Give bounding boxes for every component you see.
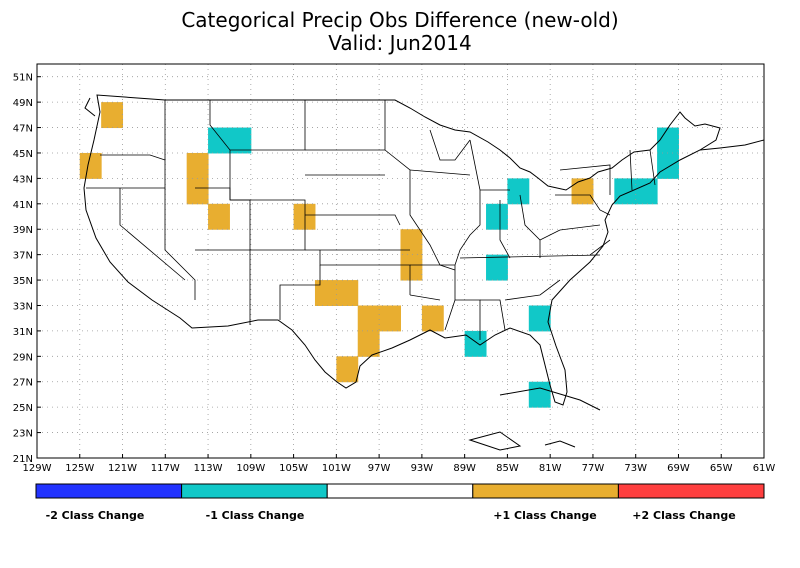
- cell-plus: [293, 203, 316, 230]
- lon-tick-label: 105W: [279, 463, 308, 474]
- cell-plus: [208, 203, 230, 230]
- lon-tick-label: 81W: [539, 463, 562, 474]
- cell-plus: [336, 280, 359, 306]
- lat-tick-label: 51N: [13, 73, 33, 84]
- cell-minus: [229, 127, 252, 154]
- cell-plus: [79, 152, 102, 179]
- lon-tick-label: 129W: [23, 463, 52, 474]
- lat-tick-label: 29N: [13, 352, 33, 363]
- coastline-outline: [83, 94, 765, 451]
- lat-tick-label: 37N: [13, 251, 33, 262]
- lon-tick-label: 101W: [322, 463, 351, 474]
- lat-tick-label: 25N: [13, 403, 33, 414]
- lon-tick-label: 77W: [582, 463, 605, 474]
- cell-plus: [400, 229, 423, 256]
- lat-tick-label: 41N: [13, 200, 33, 211]
- lon-tick-label: 73W: [624, 463, 647, 474]
- lon-tick-label: 65W: [710, 463, 733, 474]
- lon-tick-label: 113W: [194, 463, 223, 474]
- cell-plus: [400, 254, 423, 281]
- cell-plus: [186, 152, 209, 179]
- cell-plus: [357, 305, 380, 332]
- legend-label: -2 Class Change: [46, 509, 145, 522]
- cell-plus: [357, 330, 380, 357]
- lat-tick-label: 39N: [13, 225, 33, 236]
- lat-tick-label: 47N: [13, 124, 33, 135]
- cell-minus: [464, 330, 487, 357]
- cell-minus: [486, 203, 508, 230]
- cell-minus: [614, 178, 637, 205]
- lat-tick-label: 43N: [13, 174, 33, 185]
- cell-plus: [421, 305, 444, 332]
- legend-swatch: [617, 483, 765, 499]
- lat-tick-label: 35N: [13, 276, 33, 287]
- cell-plus: [336, 356, 359, 383]
- cell-plus: [101, 102, 124, 129]
- cell-minus: [528, 305, 551, 332]
- lon-tick-label: 93W: [411, 463, 434, 474]
- lon-tick-label: 89W: [453, 463, 476, 474]
- legend-swatch: [326, 483, 474, 499]
- cell-minus: [486, 254, 508, 281]
- lon-tick-label: 109W: [236, 463, 265, 474]
- lat-tick-label: 21N: [13, 454, 33, 465]
- cell-minus: [528, 381, 551, 408]
- lat-lon-grid: [37, 64, 764, 458]
- lon-tick-label: 85W: [496, 463, 519, 474]
- legend-swatch: [472, 483, 619, 499]
- lon-tick-label: 117W: [151, 463, 180, 474]
- legend-label: +2 Class Change: [632, 509, 735, 522]
- cell-minus: [208, 127, 230, 154]
- cell-minus: [507, 178, 530, 205]
- lat-tick-label: 45N: [13, 149, 33, 160]
- cell-plus: [186, 178, 209, 205]
- map-title: Categorical Precip Obs Difference (new-o…: [181, 8, 619, 32]
- lat-tick-label: 49N: [13, 98, 33, 109]
- lon-tick-label: 97W: [368, 463, 391, 474]
- lat-tick-label: 31N: [13, 327, 33, 338]
- axis-ticks: 129W 125W 121W 117W 113W 109W 105W 101W 97W 93W 89…: [13, 73, 776, 474]
- cell-minus: [657, 152, 679, 179]
- cell-plus: [379, 305, 401, 332]
- state-boundaries: [86, 100, 656, 340]
- cell-plus: [314, 280, 337, 306]
- lon-tick-label: 125W: [65, 463, 94, 474]
- lat-tick-label: 23N: [13, 429, 33, 440]
- lon-tick-label: 61W: [753, 463, 776, 474]
- cell-plus: [571, 178, 594, 205]
- legend-swatch: [181, 483, 328, 499]
- map-frame: [36, 63, 765, 459]
- legend-swatch: [35, 483, 183, 499]
- lon-tick-label: 69W: [667, 463, 690, 474]
- legend-label: +1 Class Change: [493, 509, 596, 522]
- lon-tick-label: 121W: [108, 463, 137, 474]
- lat-tick-label: 33N: [13, 301, 33, 312]
- legend: -2 Class Change -1 Class Change +1 Class C…: [35, 483, 765, 522]
- legend-label: -1 Class Change: [206, 509, 305, 522]
- cell-minus: [657, 127, 679, 154]
- cell-minus: [635, 178, 658, 205]
- lat-tick-label: 27N: [13, 378, 33, 389]
- map-subtitle: Valid: Jun2014: [328, 31, 472, 55]
